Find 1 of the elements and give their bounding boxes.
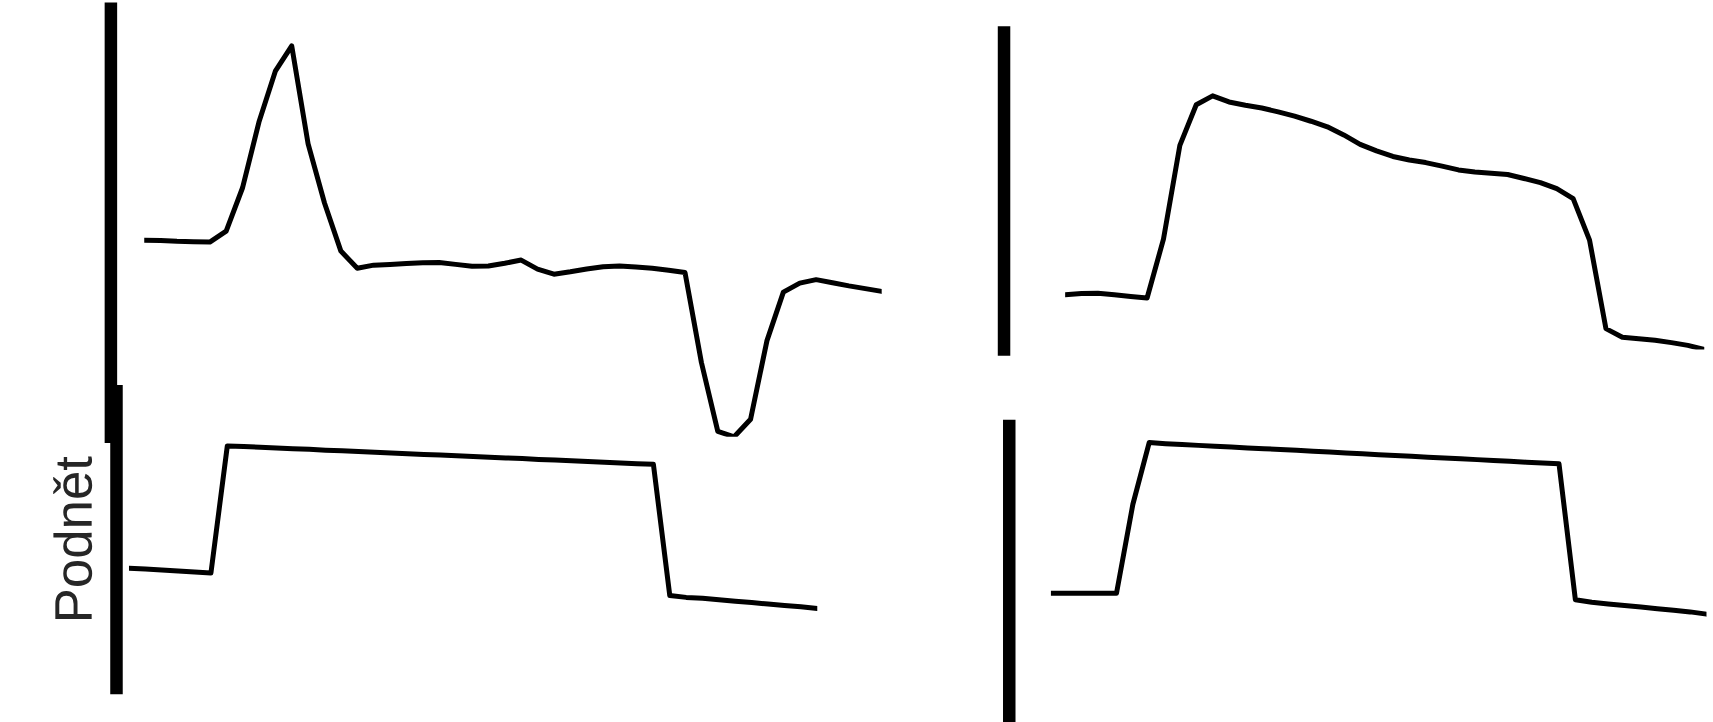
y-axis-title: Podnět	[53, 456, 93, 619]
